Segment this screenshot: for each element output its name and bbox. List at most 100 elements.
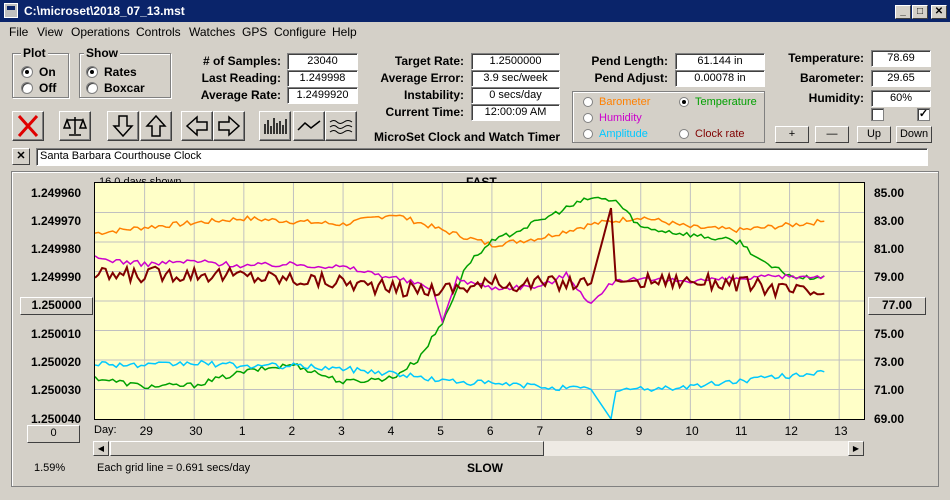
arrow-left-button[interactable] [181, 111, 213, 141]
arrow-left-icon [185, 115, 208, 137]
plus-button[interactable]: + [775, 126, 809, 143]
title-bar: C:\microset\2018_07_13.mst _ □ ✕ [0, 0, 950, 22]
target-rate-field[interactable]: 1.2500000 [471, 53, 560, 70]
show-rates-radio[interactable]: Rates [86, 65, 137, 79]
left-tick-label: 1.250020 [31, 355, 82, 369]
arrow-right-button[interactable] [213, 111, 245, 141]
instability-label: Instability: [403, 88, 464, 102]
menu-bar: File View Operations Controls Watches GP… [0, 22, 950, 42]
scroll-right-icon[interactable]: ▶ [848, 441, 864, 456]
left-tick-label: 1.250030 [31, 383, 82, 397]
right-tick-label: 85.00 [874, 186, 905, 200]
stop-icon [17, 114, 39, 138]
bar-chart-button[interactable] [259, 111, 291, 141]
day-label: Day: [94, 424, 117, 436]
temperature-label: Temperature: [788, 51, 864, 65]
down-button[interactable]: Down [896, 126, 932, 143]
x-tick-label: 30 [189, 424, 203, 438]
description-close-button[interactable]: ✕ [12, 148, 30, 165]
up-button[interactable]: Up [857, 126, 891, 143]
humidity-radio[interactable]: Humidity [583, 112, 642, 124]
balance-button[interactable] [59, 111, 91, 141]
series-line-amplitude [95, 359, 825, 419]
plot-group-title: Plot [21, 46, 48, 60]
arrow-right-icon [218, 115, 241, 137]
x-tick-label: 6 [486, 424, 494, 438]
show-group-title: Show [84, 46, 120, 60]
chart-panel [11, 171, 939, 487]
close-button[interactable]: ✕ [931, 5, 947, 19]
line-chart-button[interactable] [293, 111, 325, 141]
minimize-button[interactable]: _ [895, 5, 911, 19]
app-icon [4, 3, 18, 18]
window-title: C:\microset\2018_07_13.mst [24, 4, 185, 18]
right-tick-label: 73.00 [874, 355, 905, 369]
left-tick-label: 1.249990 [31, 270, 82, 284]
right-tick-label: 83.00 [874, 214, 905, 228]
plot-off-radio[interactable]: Off [21, 81, 56, 95]
wave-icon [329, 120, 353, 134]
x-tick-label: 12 [784, 424, 798, 438]
maximize-button[interactable]: □ [912, 5, 928, 19]
menu-help[interactable]: Help [332, 25, 357, 39]
average-error-field: 3.9 sec/week [471, 70, 560, 87]
menu-operations[interactable]: Operations [71, 25, 130, 39]
description-field[interactable]: Santa Barbara Courthouse Clock [36, 148, 928, 166]
arrow-down-button[interactable] [107, 111, 139, 141]
arrow-up-icon [145, 114, 167, 137]
right-tick-label: 69.00 [874, 412, 905, 426]
instability-field: 0 secs/day [471, 87, 560, 104]
bar-chart-icon [264, 118, 287, 134]
x-tick-label: 9 [635, 424, 643, 438]
average-rate-field: 1.2499920 [287, 87, 358, 104]
average-rate-label: Average Rate: [200, 88, 281, 102]
checkbox-right[interactable]: ✓ [917, 108, 930, 121]
barometer-radio[interactable]: Barometer [583, 96, 650, 108]
right-tick-label: 79.00 [874, 270, 905, 284]
clock-rate-radio[interactable]: Clock rate [679, 128, 745, 140]
scroll-thumb[interactable] [110, 441, 544, 456]
menu-view[interactable]: View [37, 25, 63, 39]
x-tick-label: 8 [586, 424, 593, 438]
stop-button[interactable] [12, 111, 44, 141]
menu-file[interactable]: File [9, 25, 29, 39]
bottom-left-button[interactable]: 0 [27, 425, 80, 443]
average-error-label: Average Error: [380, 71, 464, 85]
right-center-button[interactable]: 77.00 [868, 297, 926, 315]
series-line-barometer [95, 214, 825, 248]
slow-label: SLOW [467, 461, 503, 475]
series-line-temperature [95, 196, 825, 390]
show-group: Show Rates Boxcar [79, 46, 171, 98]
left-tick-label: 1.249980 [31, 242, 82, 256]
plot-area [94, 182, 865, 420]
menu-watches[interactable]: Watches [189, 25, 236, 39]
temperature-radio[interactable]: Temperature [679, 96, 757, 108]
plot-on-radio[interactable]: On [21, 65, 56, 79]
current-time-label: Current Time: [385, 105, 464, 119]
x-tick-label: 13 [834, 424, 848, 438]
pend-length-field[interactable]: 61.144 in [675, 53, 765, 70]
wave-button[interactable] [325, 111, 357, 141]
left-tick-label: 1.249970 [31, 214, 82, 228]
menu-configure[interactable]: Configure [274, 25, 327, 39]
horizontal-scrollbar[interactable]: ◀ ▶ [92, 440, 865, 457]
left-center-button[interactable]: 1.250000 [20, 297, 93, 315]
x-tick-label: 4 [387, 424, 395, 438]
x-tick-label: 3 [338, 424, 345, 438]
arrow-up-button[interactable] [140, 111, 172, 141]
humidity-field: 60% [871, 90, 931, 107]
plot-group: Plot On Off [12, 46, 69, 98]
scroll-left-icon[interactable]: ◀ [93, 441, 109, 456]
right-tick-label: 75.00 [874, 327, 905, 341]
series-line-humidity [95, 255, 825, 325]
pend-adjust-field: 0.00078 in [675, 70, 765, 87]
pend-length-label: Pend Length: [591, 54, 668, 68]
balance-icon [62, 117, 88, 136]
x-tick-label: 11 [734, 424, 748, 438]
menu-controls[interactable]: Controls [136, 25, 181, 39]
show-boxcar-radio[interactable]: Boxcar [86, 81, 145, 95]
minus-button[interactable]: — [815, 126, 849, 143]
amplitude-radio[interactable]: Amplitude [583, 128, 648, 140]
checkbox-left[interactable] [871, 108, 884, 121]
menu-gps[interactable]: GPS [242, 25, 268, 39]
